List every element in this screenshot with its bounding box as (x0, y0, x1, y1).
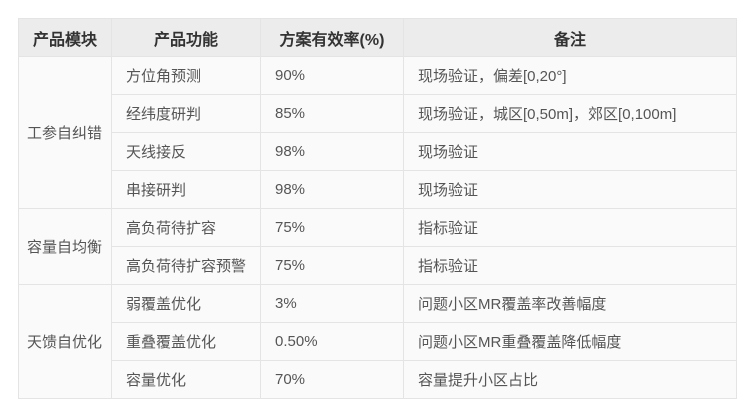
header-row: 产品模块 产品功能 方案有效率(%) 备注 (18, 18, 737, 57)
efficiency-cell: 0.50% (260, 322, 404, 361)
remark-cell: 问题小区MR重叠覆盖降低幅度 (403, 322, 737, 361)
table-row: 天线接反 98% 现场验证 (19, 132, 737, 171)
module-cell: 天馈自优化 (18, 284, 112, 399)
table-row: 天馈自优化 弱覆盖优化 3% 问题小区MR覆盖率改善幅度 (18, 284, 737, 399)
header-function: 产品功能 (111, 18, 261, 57)
table-row: 工参自纠错 方位角预测 90% 现场验证，偏差[0,20°] (18, 56, 737, 209)
efficiency-cell: 98% (260, 170, 404, 209)
function-cell: 串接研判 (111, 170, 261, 209)
remark-cell: 指标验证 (403, 208, 737, 247)
function-cell: 容量优化 (111, 360, 261, 399)
table-row: 容量自均衡 高负荷待扩容 75% 指标验证 (18, 208, 737, 285)
remark-cell: 现场验证 (403, 132, 737, 171)
table-row: 串接研判 98% 现场验证 (19, 170, 737, 209)
product-feature-table: 产品模块 产品功能 方案有效率(%) 备注 工参自纠错 方位角预测 90% 现场… (18, 18, 737, 399)
function-cell: 高负荷待扩容 (111, 208, 261, 247)
efficiency-cell: 90% (260, 56, 404, 95)
function-cell: 重叠覆盖优化 (111, 322, 261, 361)
remark-cell: 现场验证 (403, 170, 737, 209)
efficiency-cell: 3% (260, 284, 404, 323)
header-module: 产品模块 (18, 18, 112, 57)
efficiency-cell: 75% (260, 208, 404, 247)
header-efficiency: 方案有效率(%) (260, 18, 404, 57)
efficiency-cell: 85% (260, 94, 404, 133)
table-row: 容量优化 70% 容量提升小区占比 (19, 360, 737, 399)
remark-cell: 现场验证，偏差[0,20°] (403, 56, 737, 95)
remark-cell: 现场验证，城区[0,50m]，郊区[0,100m] (403, 94, 737, 133)
efficiency-cell: 75% (260, 246, 404, 285)
module-cell: 工参自纠错 (18, 56, 112, 209)
remark-cell: 问题小区MR覆盖率改善幅度 (403, 284, 737, 323)
remark-cell: 容量提升小区占比 (403, 360, 737, 399)
function-cell: 经纬度研判 (111, 94, 261, 133)
function-cell: 方位角预测 (111, 56, 261, 95)
remark-cell: 指标验证 (403, 246, 737, 285)
table-row: 重叠覆盖优化 0.50% 问题小区MR重叠覆盖降低幅度 (19, 322, 737, 361)
function-cell: 弱覆盖优化 (111, 284, 261, 323)
efficiency-cell: 70% (260, 360, 404, 399)
table-row: 经纬度研判 85% 现场验证，城区[0,50m]，郊区[0,100m] (19, 94, 737, 133)
header-remark: 备注 (403, 18, 737, 57)
efficiency-cell: 98% (260, 132, 404, 171)
function-cell: 高负荷待扩容预警 (111, 246, 261, 285)
table-row: 高负荷待扩容预警 75% 指标验证 (19, 246, 737, 285)
module-cell: 容量自均衡 (18, 208, 112, 285)
function-cell: 天线接反 (111, 132, 261, 171)
